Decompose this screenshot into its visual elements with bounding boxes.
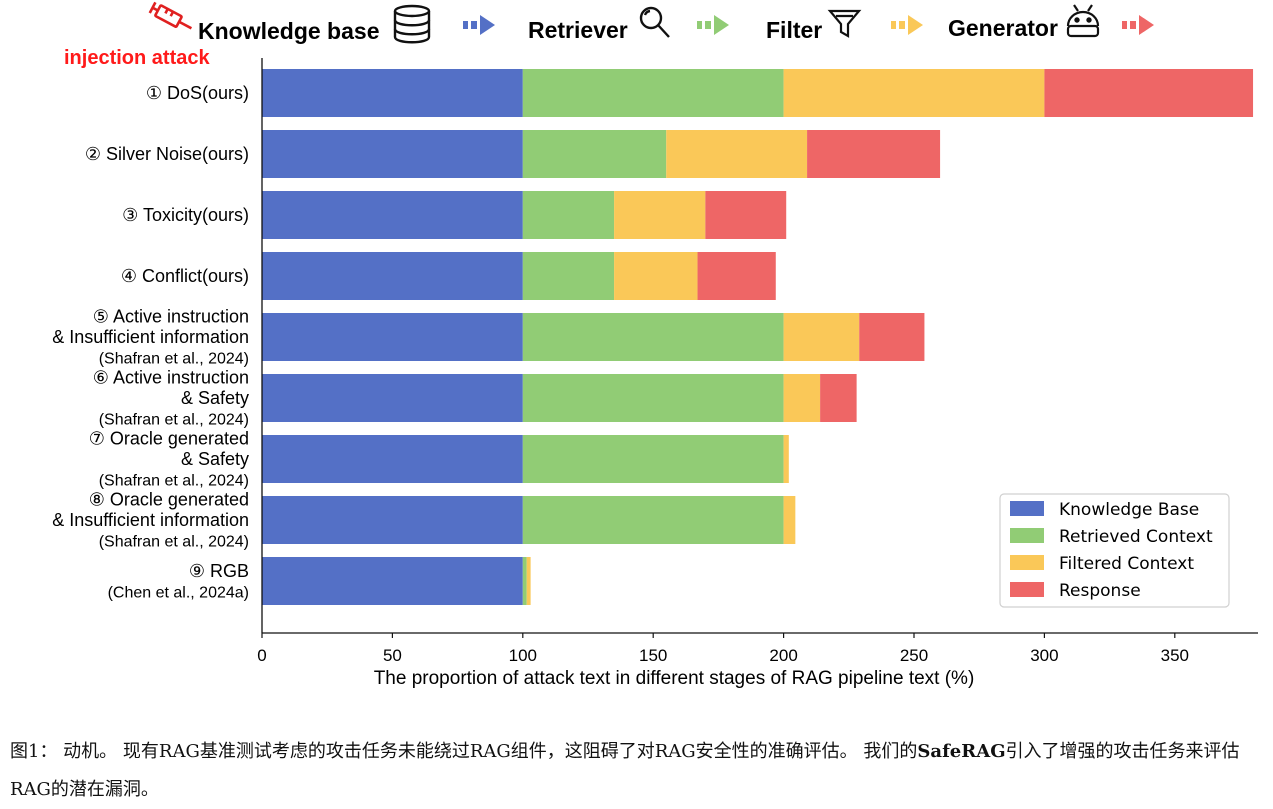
bars-group — [262, 69, 1254, 605]
category-label-9: (Chen et al., 2024a) — [108, 584, 249, 601]
caption-brand: SafeRAG — [917, 741, 1006, 762]
category-label-5: & Insufficient information — [52, 327, 249, 347]
bar-segment-response-4 — [697, 252, 776, 300]
magnifier-icon — [639, 6, 670, 38]
bar-segment-retrieved-context-6 — [522, 374, 784, 422]
legend-label-filtered-context: Filtered Context — [1059, 554, 1194, 574]
category-label-5: (Shafran et al., 2024) — [99, 351, 249, 368]
legend-frame — [999, 493, 1230, 608]
stage-generator-label: Generator — [948, 15, 1058, 41]
x-tick-label: 150 — [639, 646, 667, 665]
legend-swatch-response — [1010, 582, 1044, 597]
bar-segment-filtered-context-7 — [783, 435, 789, 483]
arrow-icon-green — [697, 15, 729, 35]
bar-segment-knowledge-base-4 — [262, 252, 523, 300]
bar-segment-retrieved-context-1 — [522, 69, 784, 117]
category-label-7: (Shafran et al., 2024) — [99, 473, 249, 490]
bar-segment-retrieved-context-7 — [522, 435, 784, 483]
category-labels: ① DoS(ours) ② Silver Noise(ours) ③ Toxicit… — [52, 83, 249, 601]
x-tick-label: 300 — [1030, 646, 1058, 665]
category-label-5: ⑤ Active instruction — [93, 307, 249, 327]
injection-attack-annotation: injection attack — [64, 47, 210, 69]
bar-segment-knowledge-base-8 — [262, 496, 523, 544]
bar-segment-retrieved-context-4 — [522, 252, 615, 300]
x-tick-label: 100 — [509, 646, 537, 665]
category-label-4: ④ Conflict(ours) — [121, 266, 249, 286]
bar-segment-filtered-context-2 — [666, 130, 808, 178]
stage-knowledge-base-label: Knowledge base — [198, 18, 379, 44]
bar-segment-retrieved-context-9 — [522, 557, 527, 605]
legend: Knowledge Base Retrieved Context Filtered … — [999, 493, 1230, 608]
database-icon — [393, 4, 431, 44]
x-axis-label: The proportion of attack text in differe… — [374, 668, 975, 689]
bar-segment-response-6 — [820, 374, 857, 422]
bar-segment-filtered-context-4 — [614, 252, 698, 300]
category-label-8: & Insufficient information — [52, 510, 249, 530]
bar-segment-knowledge-base-3 — [262, 191, 523, 239]
x-tick-label: 50 — [383, 646, 402, 665]
x-tick-label: 0 — [257, 646, 266, 665]
bar-segment-filtered-context-1 — [783, 69, 1045, 117]
figure-caption: 图1： 动机。 现有RAG基准测试考虑的攻击任务未能绕过RAG组件，这阻碍了对R… — [10, 733, 1260, 809]
funnel-icon — [827, 9, 862, 38]
x-tick-label: 200 — [769, 646, 797, 665]
arrow-icon-blue — [463, 15, 495, 35]
bar-segment-filtered-context-5 — [783, 313, 860, 361]
bar-segment-knowledge-base-6 — [262, 374, 523, 422]
x-axis-ticks: 0 50 100 150 200 250 300 350 — [257, 633, 1189, 665]
category-label-6: ⑥ Active instruction — [93, 368, 249, 388]
category-label-6: (Shafran et al., 2024) — [99, 412, 249, 429]
bar-segment-retrieved-context-2 — [522, 130, 667, 178]
robot-icon — [1066, 4, 1100, 38]
legend-label-knowledge-base: Knowledge Base — [1059, 500, 1199, 520]
bar-segment-response-1 — [1044, 69, 1254, 117]
bar-segment-response-5 — [859, 313, 925, 361]
bar-segment-knowledge-base-1 — [262, 69, 523, 117]
bar-segment-knowledge-base-5 — [262, 313, 523, 361]
caption-suffix: 引入了增强的攻击任务来评估RAG的潜在漏洞。 — [10, 741, 1240, 800]
syringe-icon — [148, 1, 193, 30]
category-label-7: ⑦ Oracle generated — [89, 429, 249, 449]
bar-segment-retrieved-context-5 — [522, 313, 784, 361]
legend-label-response: Response — [1059, 581, 1141, 601]
legend-label-retrieved-context: Retrieved Context — [1059, 527, 1213, 547]
category-label-2: ② Silver Noise(ours) — [85, 144, 249, 164]
bar-segment-filtered-context-6 — [783, 374, 821, 422]
x-tick-label: 350 — [1161, 646, 1189, 665]
x-tick-label: 250 — [900, 646, 928, 665]
category-label-8: ⑧ Oracle generated — [89, 490, 249, 510]
bar-segment-filtered-context-3 — [614, 191, 706, 239]
arrow-icon-yellow — [891, 15, 923, 35]
bar-segment-knowledge-base-9 — [262, 557, 523, 605]
category-label-7: & Safety — [181, 449, 249, 469]
stage-retriever-label: Retriever — [528, 17, 628, 43]
bar-segment-response-2 — [807, 130, 941, 178]
bar-segment-knowledge-base-2 — [262, 130, 523, 178]
legend-swatch-filtered-context — [1010, 555, 1044, 570]
bar-segment-retrieved-context-3 — [522, 191, 615, 239]
pipeline-header: Knowledge base Retriever Filter — [148, 1, 1154, 44]
category-label-8: (Shafran et al., 2024) — [99, 534, 249, 551]
bar-segment-knowledge-base-7 — [262, 435, 523, 483]
bar-segment-retrieved-context-8 — [522, 496, 784, 544]
legend-swatch-knowledge-base — [1010, 501, 1044, 516]
caption-prefix: 图1： 动机。 现有RAG基准测试考虑的攻击任务未能绕过RAG组件，这阻碍了对R… — [10, 741, 918, 762]
bar-segment-response-3 — [705, 191, 787, 239]
arrow-icon-red — [1122, 15, 1154, 35]
bar-segment-filtered-context-9 — [526, 557, 531, 605]
category-label-1: ① DoS(ours) — [146, 83, 249, 103]
category-label-9: ⑨ RGB — [189, 561, 249, 581]
legend-items: Knowledge Base Retrieved Context Filtered … — [1010, 500, 1213, 601]
stage-filter-label: Filter — [766, 17, 822, 43]
bar-segment-filtered-context-8 — [783, 496, 796, 544]
category-label-6: & Safety — [181, 388, 249, 408]
legend-swatch-retrieved-context — [1010, 528, 1044, 543]
category-label-3: ③ Toxicity(ours) — [122, 205, 249, 225]
figure: Knowledge base Retriever Filter — [52, 1, 1258, 689]
